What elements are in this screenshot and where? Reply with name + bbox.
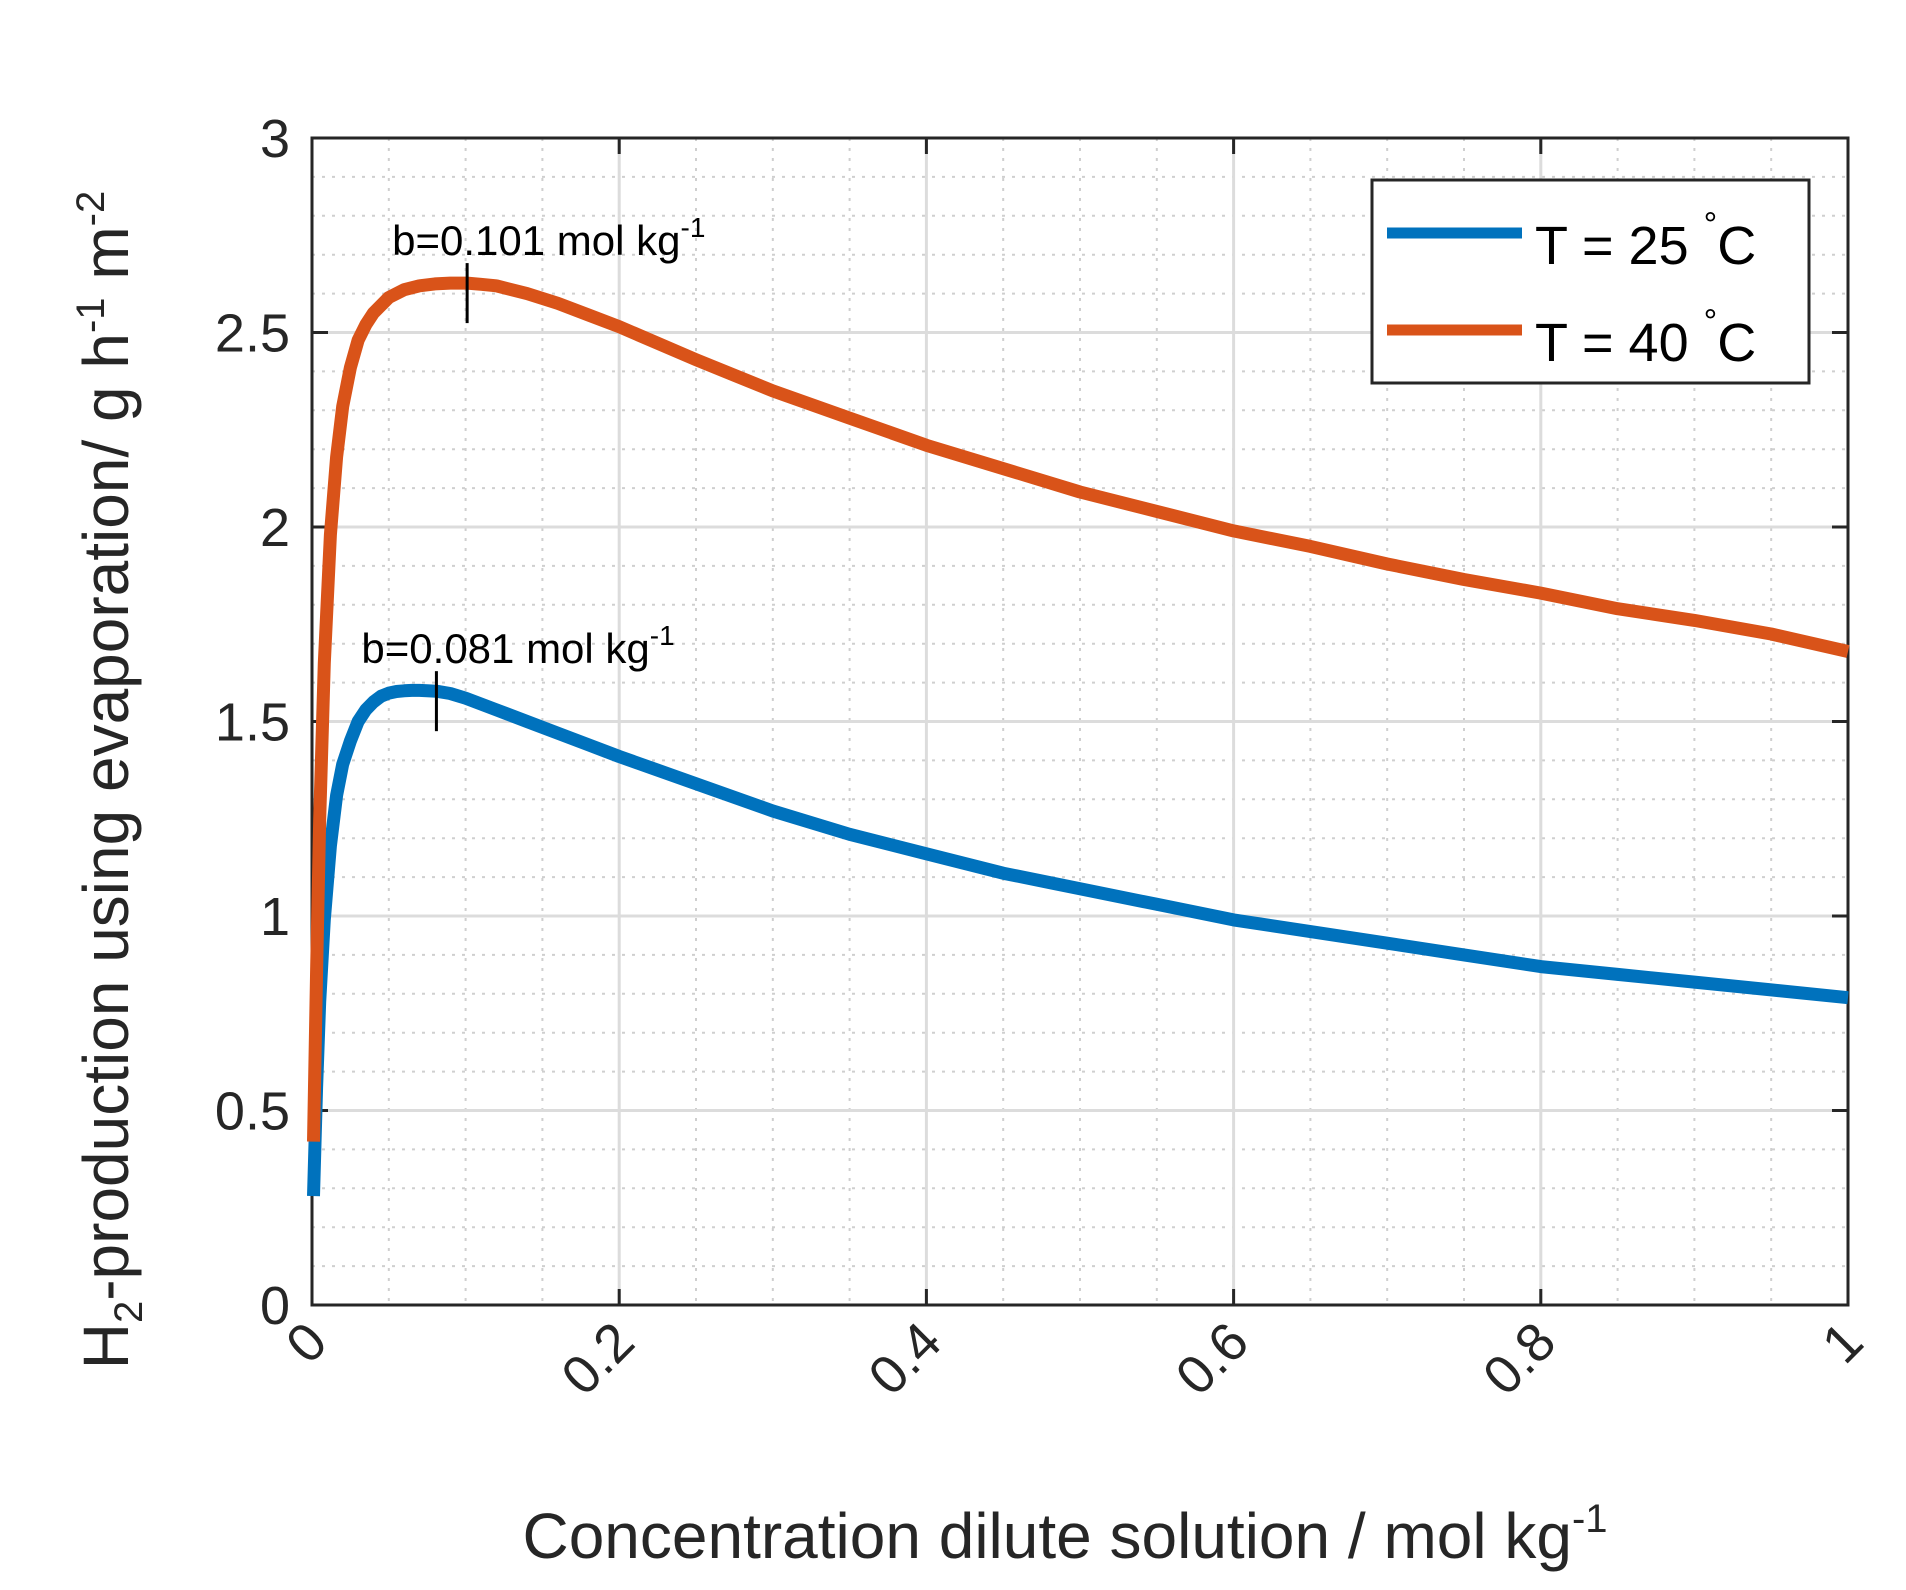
x-tick-label: 0.6 (1165, 1311, 1261, 1407)
legend-box (1370, 178, 1811, 385)
annotation-superscript: -1 (650, 620, 675, 651)
annotation-superscript: -1 (681, 212, 706, 243)
annotation-label-1: b=0.081 mol kg-1 (361, 620, 674, 672)
y-tick-label: 0.5 (215, 1082, 290, 1142)
legend-label-t40: T = 40 °C (1535, 303, 1756, 373)
x-tick-label: 0.8 (1472, 1311, 1568, 1407)
y-tick-label: 1.5 (215, 693, 290, 753)
y-tick-label: 2 (260, 498, 290, 558)
y-tick-label: 0 (260, 1276, 290, 1336)
series-line-1 (307, 276, 1850, 1142)
x-tick-label: 0.2 (550, 1311, 646, 1407)
annotation-text: b=0.101 mol kg (392, 217, 680, 264)
x-tick-label: 0.4 (857, 1311, 953, 1407)
legend: T = 25 °C T = 40 °C (1370, 178, 1811, 385)
y-tick-label: 3 (260, 109, 290, 169)
y-tick-label: 1 (260, 887, 290, 947)
y-axis-label: H2-production using evaporation/ g h-1 m… (69, 191, 151, 1369)
x-axis-label: Concentration dilute solution / mol kg-1 (522, 1497, 1607, 1572)
series-line-0 (307, 683, 1849, 1197)
data-series (307, 276, 1850, 1197)
y-tick-label: 2.5 (215, 304, 290, 364)
legend-label-t25: T = 25 °C (1535, 206, 1756, 276)
annotation-text: b=0.081 mol kg (361, 625, 649, 672)
x-tick-label: 1 (1811, 1311, 1875, 1375)
annotations: b=0.101 mol kg-1b=0.081 mol kg-1 (361, 212, 705, 732)
annotation-label-0: b=0.101 mol kg-1 (392, 212, 705, 264)
